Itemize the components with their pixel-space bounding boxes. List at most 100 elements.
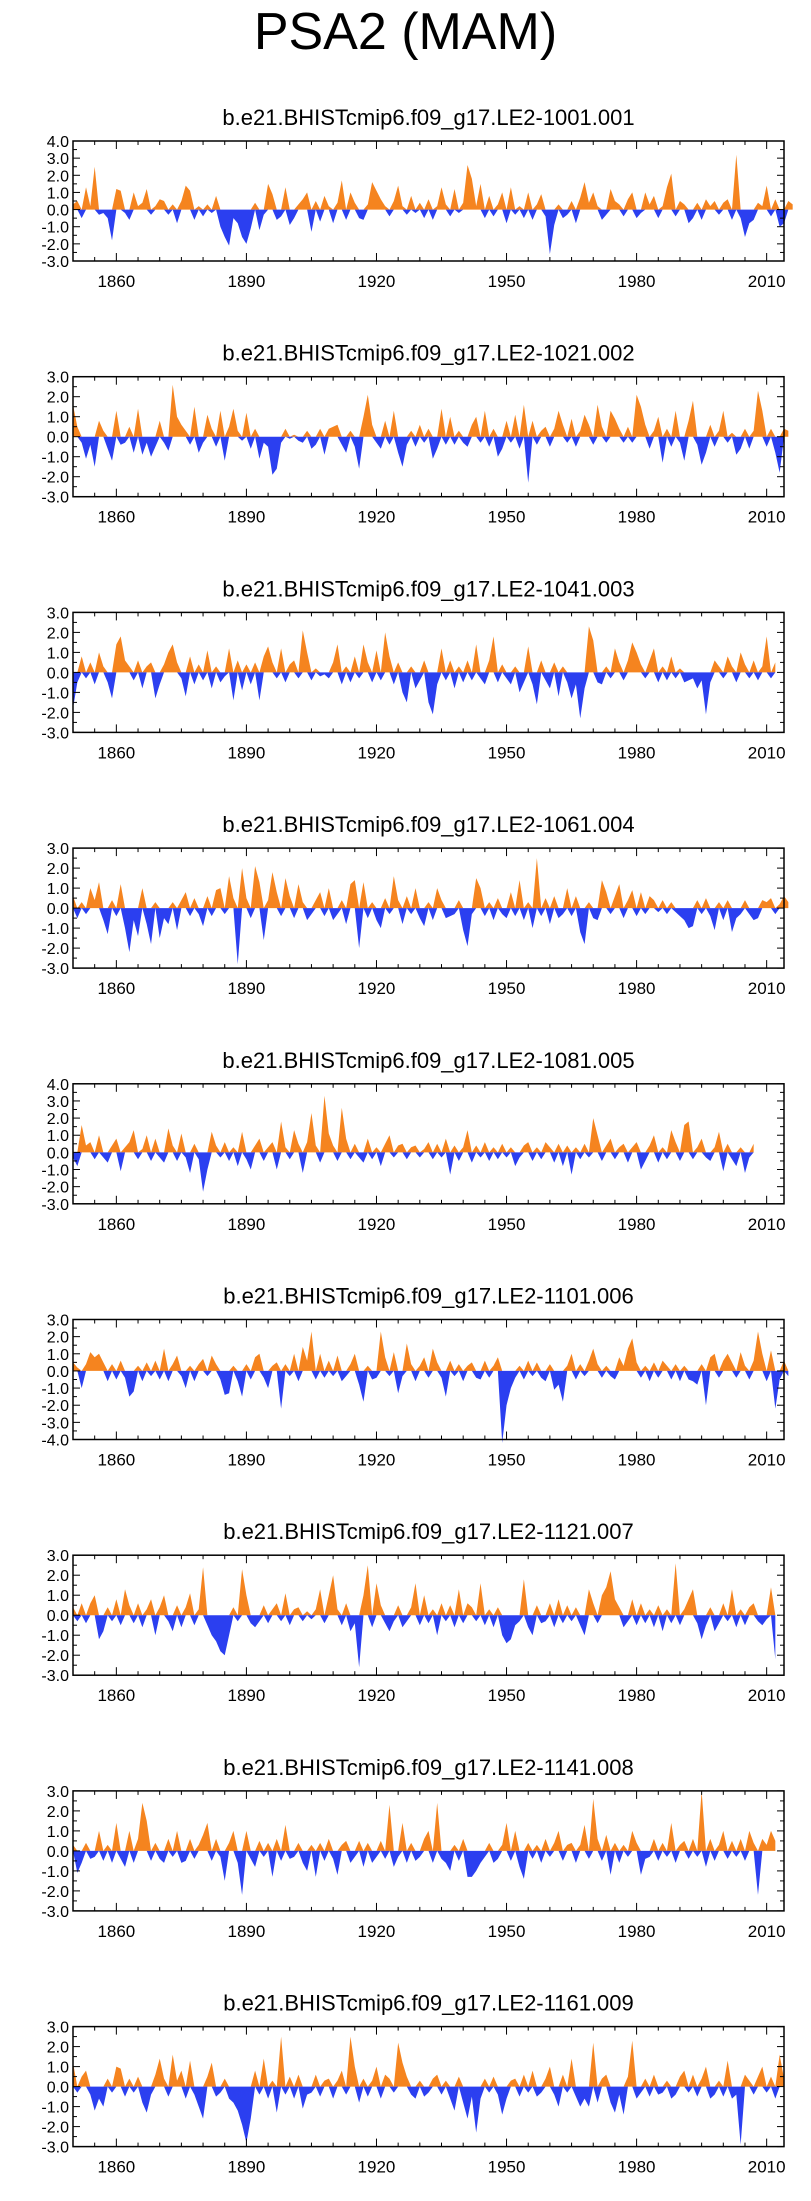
x-tick-label: 1860 (97, 979, 135, 998)
x-tick-label: 2010 (748, 743, 786, 762)
y-tick-label: 1.0 (47, 1347, 69, 1364)
y-tick-label: -1.0 (41, 685, 69, 702)
y-tick-label: 2.0 (47, 2040, 69, 2057)
chart-panel-2: b.e21.BHISTcmip6.f09_g17.LE2-1021.002 3.0… (41, 341, 789, 527)
y-tick-label: 0.0 (47, 901, 69, 918)
y-tick-label: -3.0 (41, 1197, 69, 1214)
y-tick-label: -2.0 (41, 2120, 69, 2137)
x-tick-label: 1890 (228, 1922, 266, 1941)
x-tick-label: 1980 (618, 979, 656, 998)
x-tick-label: 1920 (358, 272, 396, 291)
y-tick-label: -3.0 (41, 2140, 69, 2157)
x-tick-label: 1950 (488, 1922, 526, 1941)
negative-area (73, 672, 776, 719)
panel-title: b.e21.BHISTcmip6.f09_g17.LE2-1001.001 (222, 105, 634, 130)
y-tick-label: 1.0 (47, 2060, 69, 2077)
y-tick-label: 2.0 (47, 1111, 69, 1128)
positive-area (73, 1790, 776, 1851)
x-tick-label: 1980 (618, 272, 656, 291)
positive-area (73, 1331, 789, 1371)
y-tick-label: 2.0 (47, 1568, 69, 1585)
x-tick-label: 1920 (358, 979, 396, 998)
y-tick-label: -4.0 (41, 1433, 69, 1450)
x-tick-label: 1890 (228, 1451, 266, 1470)
x-tick-label: 1980 (618, 1451, 656, 1470)
x-tick-label: 2010 (748, 2158, 786, 2177)
y-tick-label: -1.0 (41, 1163, 69, 1180)
y-tick-label: 2.0 (47, 1330, 69, 1347)
x-tick-label: 1860 (97, 272, 135, 291)
x-tick-label: 1920 (358, 743, 396, 762)
chart-panel-4: b.e21.BHISTcmip6.f09_g17.LE2-1061.004 3.0… (41, 812, 789, 998)
y-tick-label: 2.0 (47, 861, 69, 878)
y-tick-label: -1.0 (41, 1381, 69, 1398)
x-tick-label: 1860 (97, 1686, 135, 1705)
panel-title: b.e21.BHISTcmip6.f09_g17.LE2-1161.009 (223, 1991, 634, 2016)
x-tick-label: 1860 (97, 1451, 135, 1470)
y-tick-label: -1.0 (41, 220, 69, 237)
negative-area (73, 209, 793, 255)
positive-area (73, 858, 789, 909)
y-tick-label: 1.0 (47, 185, 69, 202)
y-tick-label: 2.0 (47, 625, 69, 642)
x-tick-label: 1860 (97, 2158, 135, 2177)
y-tick-label: 0.0 (47, 203, 69, 220)
chart-panel-8: b.e21.BHISTcmip6.f09_g17.LE2-1141.008 3.0… (41, 1755, 785, 1941)
panel-title: b.e21.BHISTcmip6.f09_g17.LE2-1081.005 (222, 1048, 634, 1073)
x-tick-label: 1890 (228, 743, 266, 762)
chart-panel-9: b.e21.BHISTcmip6.f09_g17.LE2-1161.009 3.0… (41, 1991, 785, 2177)
x-tick-label: 2010 (748, 1922, 786, 1941)
x-tick-label: 1980 (618, 508, 656, 527)
y-tick-label: -2.0 (41, 1648, 69, 1665)
x-tick-label: 1950 (488, 272, 526, 291)
panel-title: b.e21.BHISTcmip6.f09_g17.LE2-1041.003 (222, 576, 634, 601)
x-tick-label: 1920 (358, 1451, 396, 1470)
y-tick-label: 0.0 (47, 2080, 69, 2097)
x-tick-label: 1920 (358, 2158, 396, 2177)
y-tick-label: 0.0 (47, 665, 69, 682)
x-tick-label: 2010 (748, 1686, 786, 1705)
chart-panel-5: b.e21.BHISTcmip6.f09_g17.LE2-1081.005 4.0… (41, 1048, 785, 1234)
x-tick-label: 1860 (97, 1215, 135, 1234)
y-tick-label: 0.0 (47, 1364, 69, 1381)
x-tick-label: 1920 (358, 1922, 396, 1941)
x-tick-label: 1920 (358, 508, 396, 527)
y-tick-label: -2.0 (41, 705, 69, 722)
y-tick-label: 3.0 (47, 151, 69, 168)
chart-panel-7: b.e21.BHISTcmip6.f09_g17.LE2-1121.007 3.0… (41, 1519, 785, 1705)
x-tick-label: 2010 (748, 1451, 786, 1470)
x-tick-label: 1950 (488, 979, 526, 998)
y-tick-label: -2.0 (41, 941, 69, 958)
y-tick-label: -1.0 (41, 450, 69, 467)
x-tick-label: 1890 (228, 979, 266, 998)
x-tick-label: 1920 (358, 1215, 396, 1234)
y-tick-label: 0.0 (47, 1145, 69, 1162)
negative-area (73, 1152, 754, 1192)
y-tick-label: 3.0 (47, 841, 69, 858)
positive-area (73, 1563, 776, 1616)
y-tick-label: -1.0 (41, 1864, 69, 1881)
x-tick-label: 1890 (228, 1686, 266, 1705)
y-tick-label: -2.0 (41, 1398, 69, 1415)
y-tick-label: 3.0 (47, 2020, 69, 2037)
y-tick-label: -3.0 (41, 254, 69, 271)
x-tick-label: 1860 (97, 508, 135, 527)
x-tick-label: 1890 (228, 2158, 266, 2177)
y-tick-label: -1.0 (41, 2100, 69, 2117)
x-tick-label: 1980 (618, 1686, 656, 1705)
x-tick-label: 1890 (228, 508, 266, 527)
y-tick-label: 4.0 (47, 1077, 69, 1094)
y-tick-label: -3.0 (41, 1904, 69, 1921)
chart-panel-3: b.e21.BHISTcmip6.f09_g17.LE2-1041.003 3.0… (41, 576, 785, 762)
x-tick-label: 1950 (488, 1686, 526, 1705)
positive-area (73, 626, 776, 673)
x-tick-label: 1860 (97, 1922, 135, 1941)
x-tick-label: 1860 (97, 743, 135, 762)
x-tick-label: 1890 (228, 1215, 266, 1234)
x-tick-label: 1980 (618, 1215, 656, 1234)
y-tick-label: -1.0 (41, 1628, 69, 1645)
y-tick-label: -1.0 (41, 921, 69, 938)
x-tick-label: 2010 (748, 508, 786, 527)
y-tick-label: 4.0 (47, 134, 69, 151)
positive-area (73, 2036, 784, 2087)
